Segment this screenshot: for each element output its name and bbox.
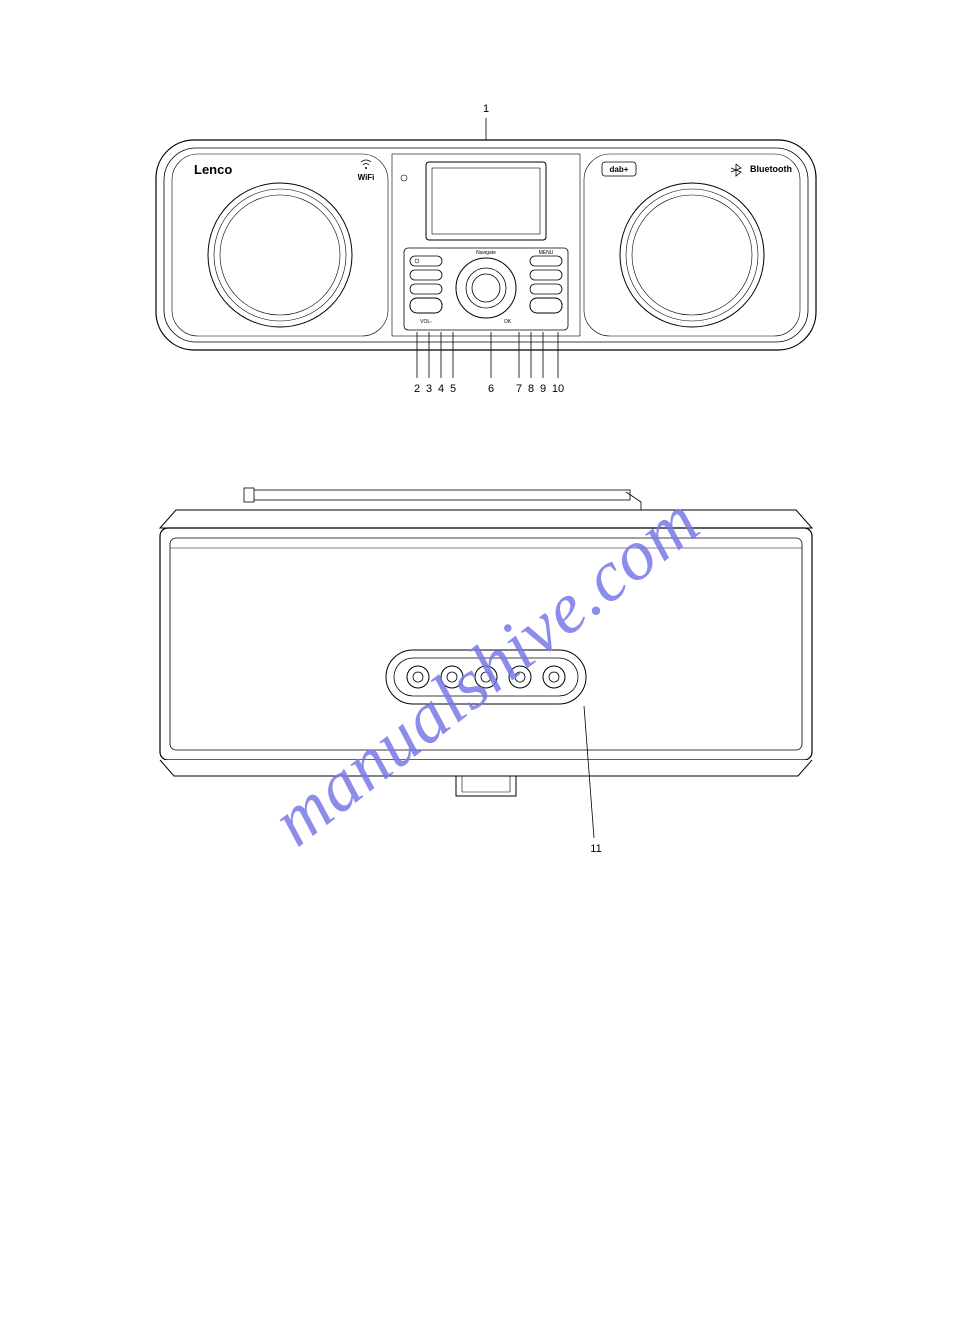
antenna — [248, 490, 630, 500]
button-r4 — [530, 298, 562, 313]
button-r2 — [530, 270, 562, 280]
callout-11: 11 — [590, 843, 601, 855]
bottom-bevel — [160, 760, 812, 776]
callout-10: 10 — [552, 383, 564, 395]
rear-view-diagram: 11 — [120, 480, 852, 860]
rear-body-inner — [170, 538, 802, 750]
vol-minus-label: VOL- — [420, 319, 432, 325]
callout-2: 2 — [414, 383, 420, 395]
right-speaker-ring2 — [632, 195, 752, 315]
bluetooth-label: Bluetooth — [750, 164, 792, 174]
front-view-diagram: 1 Lenco WiFi — [120, 100, 852, 390]
stand-foot — [456, 776, 516, 796]
callout-8: 8 — [528, 383, 534, 395]
page-container: manualshive.com 1 Lenco Wi — [0, 0, 972, 1342]
button-l4 — [410, 298, 442, 313]
top-surface — [160, 510, 812, 528]
callout-6: 6 — [488, 383, 494, 395]
callout-7: 7 — [516, 383, 522, 395]
port-1 — [407, 666, 429, 688]
button-l3 — [410, 284, 442, 294]
callout-4: 4 — [438, 383, 444, 395]
button-r3 — [530, 284, 562, 294]
port-4 — [509, 666, 531, 688]
front-view-svg: 1 Lenco WiFi — [146, 100, 826, 410]
ok-label: OK — [504, 319, 512, 325]
button-menu — [530, 256, 562, 266]
navigate-knob-inner — [472, 274, 500, 302]
wifi-label: WiFi — [358, 173, 375, 182]
callout-9: 9 — [540, 383, 546, 395]
port-2 — [441, 666, 463, 688]
menu-label: MENU — [539, 250, 554, 256]
port-5 — [543, 666, 565, 688]
callout-3: 3 — [426, 383, 432, 395]
callout-5: 5 — [450, 383, 456, 395]
antenna-tip — [244, 488, 254, 502]
button-l2 — [410, 270, 442, 280]
port-3 — [475, 666, 497, 688]
navigate-label: Navigate — [476, 250, 496, 256]
brand-logo: Lenco — [194, 162, 232, 177]
dab-label: dab+ — [610, 165, 629, 174]
display-inner — [432, 168, 540, 234]
rear-view-svg: 11 — [146, 480, 826, 860]
left-speaker-ring2 — [220, 195, 340, 315]
callout-1: 1 — [483, 103, 489, 115]
